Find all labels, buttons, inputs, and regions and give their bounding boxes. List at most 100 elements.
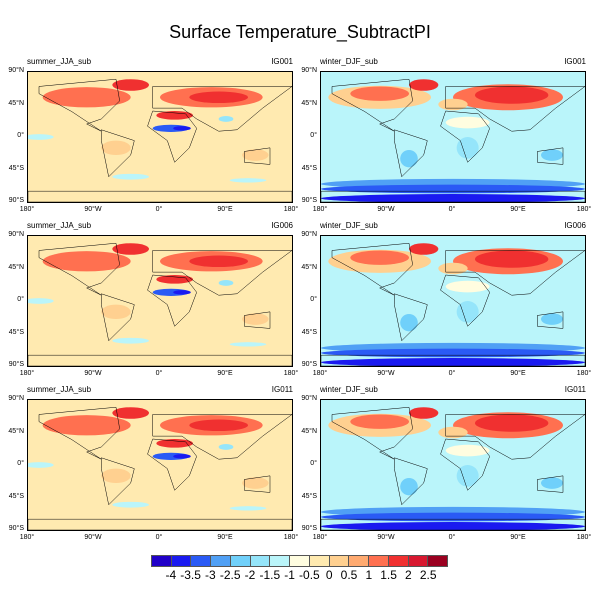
lon-tick: 90°E — [510, 534, 526, 541]
lon-tick: 90°W — [377, 206, 395, 213]
lon-tick: 90°E — [217, 370, 233, 377]
anomaly-region — [229, 342, 267, 347]
lat-tick: 45°S — [8, 164, 24, 172]
panel-label: summer_JJA_sub — [27, 221, 92, 230]
anomaly-region — [28, 462, 54, 468]
panel-label: summer_JJA_sub — [27, 57, 92, 66]
anomaly-region — [218, 116, 234, 122]
colorbar-box — [329, 556, 350, 566]
anomaly-region — [42, 251, 131, 272]
panel-label: winter_DJF_sub — [320, 385, 378, 394]
anomaly-region — [445, 444, 490, 457]
colorbar-label: -1 — [284, 568, 295, 582]
lat-tick: 90°N — [8, 395, 24, 402]
anomaly-region — [28, 134, 54, 140]
coastline — [147, 110, 197, 163]
temperature-map — [321, 400, 585, 530]
coastline — [101, 457, 135, 506]
colorbar-label: -3 — [205, 568, 216, 582]
lat-tick: 90°N — [301, 395, 317, 402]
coastline — [331, 406, 413, 460]
figure-title: Surface Temperature_SubtractPI — [169, 22, 431, 42]
lon-tick: 90°E — [217, 206, 233, 213]
lon-tick: 90°E — [217, 534, 233, 541]
lat-tick: 90°S — [301, 197, 317, 204]
coastline — [445, 86, 585, 132]
lat-tick: 45°N — [301, 99, 317, 107]
anomaly-region — [350, 86, 409, 101]
lat-tick: 45°S — [8, 492, 24, 500]
anomaly-region — [173, 290, 191, 295]
lat-tick: 90°S — [8, 525, 24, 532]
lat-tick: 45°N — [301, 263, 317, 271]
lat-tick: 0° — [310, 132, 317, 139]
anomaly-region — [112, 79, 149, 91]
anomaly-region — [28, 298, 54, 304]
lon-tick: 90°W — [84, 206, 102, 213]
lon-tick: 180° — [19, 206, 35, 213]
anomaly-region — [112, 337, 149, 344]
anomaly-region — [321, 522, 585, 530]
lon-tick: 180° — [576, 370, 592, 377]
lon-tick: 90°W — [377, 534, 395, 541]
coastline — [331, 242, 413, 296]
anomaly-region — [173, 454, 191, 459]
lon-tick: 0° — [155, 206, 163, 213]
lat-tick: 45°S — [8, 328, 24, 336]
coastline — [321, 354, 585, 366]
lat-tick: 90°N — [301, 67, 317, 74]
lat-tick: 90°S — [8, 361, 24, 368]
colorbar-label: -4 — [165, 568, 177, 582]
lat-tick: 0° — [310, 460, 317, 467]
colorbar-box — [369, 556, 389, 566]
map-frame — [320, 71, 586, 203]
colorbar-label: 2.5 — [419, 568, 437, 582]
map-frame — [320, 399, 586, 531]
coastline — [394, 293, 428, 342]
temperature-map — [28, 72, 292, 202]
colorbar-box — [230, 556, 251, 566]
coastline — [244, 475, 271, 493]
anomaly-region — [475, 250, 549, 268]
colorbar-box — [152, 556, 172, 566]
anomaly-region — [173, 126, 191, 131]
colorbar — [151, 555, 448, 567]
anomaly-region — [189, 91, 249, 104]
lat-tick: 45°N — [8, 99, 24, 107]
anomaly-region — [350, 250, 409, 265]
colorbar-box — [290, 556, 310, 566]
colorbar-label: 0 — [325, 568, 333, 582]
panel-experiment: IG001 — [271, 57, 293, 66]
anomaly-region — [456, 465, 479, 487]
anomaly-region — [541, 313, 563, 325]
anomaly-region — [229, 178, 267, 183]
panel-experiment: IG006 — [271, 221, 293, 230]
coastline — [440, 110, 490, 163]
lat-tick: 0° — [17, 296, 24, 303]
coastline — [38, 242, 120, 296]
anomaly-region — [189, 419, 249, 432]
anomaly-region — [101, 468, 131, 484]
panel-experiment: IG006 — [564, 221, 586, 230]
colorbar-label: -2 — [244, 568, 256, 582]
lat-tick: 45°S — [301, 328, 317, 336]
coastline — [440, 438, 490, 491]
lat-tick: 45°S — [301, 164, 317, 172]
coastline — [394, 129, 428, 178]
coastline — [147, 438, 197, 491]
lon-tick: 180° — [283, 370, 299, 377]
lat-tick: 90°S — [301, 361, 317, 368]
anomaly-region — [218, 280, 234, 286]
lon-tick: 90°W — [84, 534, 102, 541]
colorbar-box — [388, 556, 409, 566]
temperature-map — [321, 72, 585, 202]
coastline — [28, 354, 292, 366]
panel-label: winter_DJF_sub — [320, 57, 378, 66]
lat-tick: 90°S — [8, 197, 24, 204]
anomaly-region — [541, 149, 563, 161]
map-panel: winter_DJF_sub IG006 90°N 45°N 0° 45°S 90°S 180… — [301, 221, 591, 381]
map-frame — [27, 71, 293, 203]
anomaly-region — [321, 358, 585, 366]
coastline — [101, 129, 135, 178]
coastline — [38, 78, 120, 132]
